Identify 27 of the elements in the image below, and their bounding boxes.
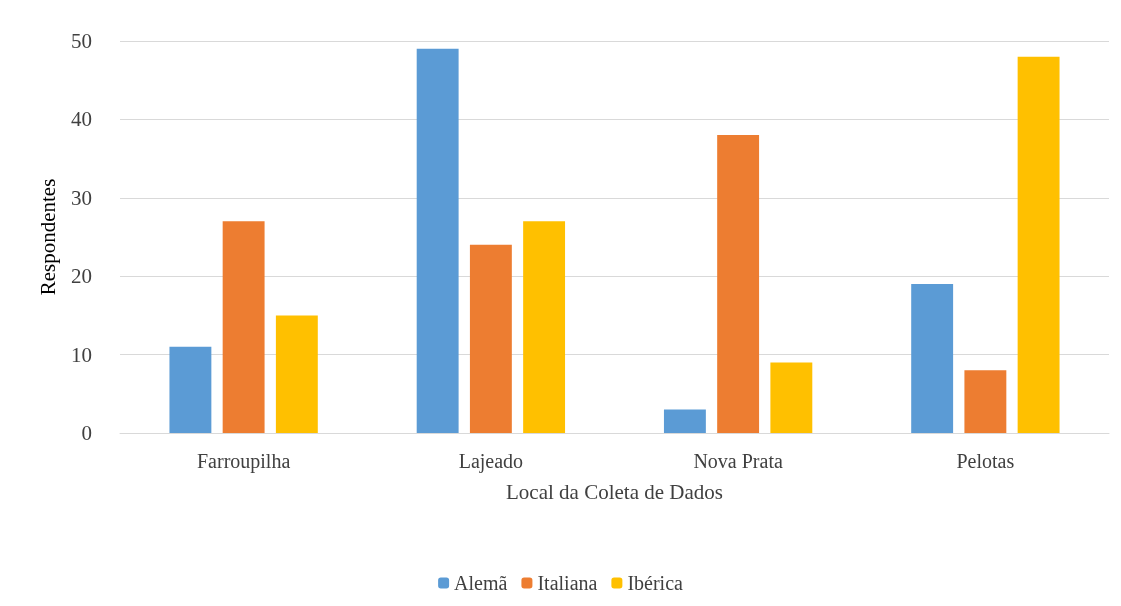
bar bbox=[717, 135, 760, 433]
legend-label: Ibérica bbox=[627, 572, 684, 594]
bar bbox=[770, 362, 813, 433]
x-tick-label: Lajeado bbox=[458, 450, 524, 473]
bar bbox=[469, 244, 512, 433]
y-tick-label: 10 bbox=[71, 342, 92, 367]
legend-label: Alemã bbox=[454, 572, 508, 594]
bar bbox=[416, 48, 459, 433]
y-tick-label: 30 bbox=[71, 185, 92, 210]
legend-label: Italiana bbox=[537, 572, 598, 594]
bar bbox=[1017, 56, 1060, 433]
y-axis-title: Respondentes bbox=[35, 178, 60, 296]
bar bbox=[911, 284, 954, 433]
bar bbox=[663, 409, 706, 433]
y-tick-label: 40 bbox=[71, 107, 92, 132]
x-tick-label: Farroupilha bbox=[196, 450, 291, 473]
x-tick-label: Pelotas bbox=[956, 450, 1015, 472]
y-tick-label: 50 bbox=[71, 29, 92, 53]
y-tick-label: 20 bbox=[71, 264, 92, 289]
y-tick-label: 0 bbox=[81, 421, 92, 445]
x-tick-label: Nova Prata bbox=[693, 450, 783, 472]
bar bbox=[523, 221, 566, 433]
bar bbox=[222, 221, 265, 433]
x-axis-title: Local da Coleta de Dados bbox=[506, 479, 723, 504]
bar bbox=[169, 346, 212, 433]
bar bbox=[275, 315, 318, 433]
bar bbox=[964, 370, 1007, 433]
